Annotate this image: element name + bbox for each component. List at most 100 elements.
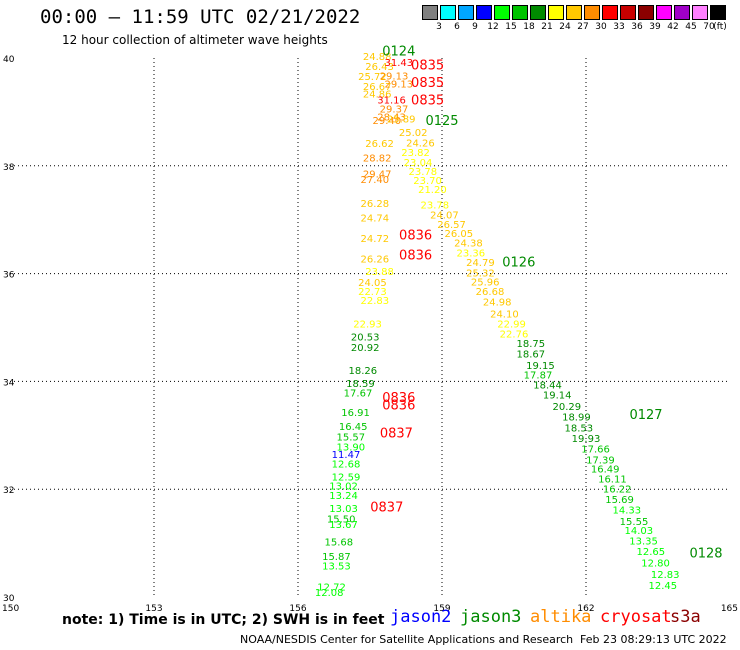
legend-swatch	[512, 5, 528, 20]
legend-label: 33	[613, 22, 625, 32]
legend-label: 36	[631, 22, 643, 32]
lat-tick-label: 40	[3, 55, 15, 65]
wave-height-label: 11.47	[332, 450, 361, 461]
legend-swatch	[494, 5, 510, 20]
time-marker: 0836	[382, 398, 415, 413]
legend-swatch	[602, 5, 618, 20]
wave-height-label: 26.62	[365, 139, 394, 150]
wave-height-label: 14.33	[612, 505, 641, 516]
wave-height-label: 25.96	[471, 277, 500, 288]
wave-height-label: 12.45	[648, 581, 677, 592]
wave-height-label: 22.76	[500, 330, 529, 341]
legend-swatch	[476, 5, 492, 20]
wave-height-label: 17.66	[581, 445, 610, 456]
wave-height-label: 24.10	[490, 309, 519, 320]
satellite-s3a: s3a	[670, 607, 701, 627]
wave-height-label: 12.72	[317, 583, 346, 594]
wave-height-label: 16.45	[339, 422, 368, 433]
time-marker: 0126	[502, 256, 535, 271]
wave-height-label: 23.04	[404, 158, 433, 169]
wave-height-label: 20.29	[552, 402, 581, 413]
wave-height-label: 29.13	[384, 80, 413, 91]
page-title: 00:00 – 11:59 UTC 02/21/2022	[40, 6, 361, 28]
legend-label: (ft)	[713, 22, 727, 32]
wave-height-label: 29.47	[363, 170, 392, 181]
wave-height-label: 22.73	[358, 287, 387, 298]
wave-height-label: 27.40	[360, 175, 389, 186]
legend-swatch	[566, 5, 582, 20]
legend-label: 21	[541, 22, 553, 32]
wave-height-label: 26.05	[444, 229, 473, 240]
legend-swatch	[710, 5, 726, 20]
wave-height-label: 18.67	[516, 350, 545, 361]
legend-label: 39	[649, 22, 661, 32]
legend-label: 42	[667, 22, 679, 32]
wave-height-label: 25.89	[387, 115, 416, 126]
wave-height-label: 20.92	[351, 343, 380, 354]
wave-height-label: 26.26	[360, 254, 389, 265]
wave-height-label: 13.67	[329, 520, 358, 531]
legend-swatch	[530, 5, 546, 20]
wave-height-label: 24.72	[360, 234, 389, 245]
satellite-jason2: jason2	[390, 607, 452, 627]
wave-height-label: 25.32	[466, 268, 495, 279]
legend-swatch	[656, 5, 672, 20]
wave-height-label: 15.69	[605, 495, 634, 506]
legend-label: 15	[505, 22, 517, 32]
wave-height-label: 15.68	[324, 537, 353, 548]
wave-height-label: 13.24	[329, 491, 358, 502]
wave-height-label: 22.93	[353, 320, 382, 331]
wave-height-label: 23.78	[420, 200, 449, 211]
wave-height-label: 29.37	[380, 104, 409, 115]
legend-swatch	[584, 5, 600, 20]
wave-height-label: 26.28	[360, 199, 389, 210]
wave-height-label: 23.82	[401, 148, 430, 159]
legend-label: 3	[436, 22, 442, 32]
wave-height-label: 26.68	[476, 287, 505, 298]
wave-height-label: 13.02	[329, 482, 358, 493]
wave-height-label: 17.67	[344, 388, 373, 399]
wave-height-label: 15.57	[336, 433, 365, 444]
legend-label: 30	[595, 22, 607, 32]
wave-height-label: 24.86	[363, 89, 392, 100]
wave-height-label: 24.74	[360, 213, 389, 224]
wave-height-label: 16.91	[341, 408, 370, 419]
wave-height-label: 28.43	[377, 113, 406, 124]
time-marker: 0837	[370, 500, 403, 515]
lat-tick-label: 32	[3, 486, 14, 496]
wave-height-label: 22.83	[360, 296, 389, 307]
credit-text: NOAA/NESDIS Center for Satellite Applica…	[240, 633, 574, 646]
wave-height-label: 28.82	[363, 153, 392, 164]
legend-swatch	[674, 5, 690, 20]
time-marker: 0835	[411, 76, 444, 91]
footer-note: note: 1) Time is in UTC; 2) SWH is in fe…	[62, 612, 385, 628]
legend-swatch	[638, 5, 654, 20]
time-marker: 0836	[399, 229, 432, 244]
legend-swatch	[548, 5, 564, 20]
wave-height-label: 19.93	[572, 434, 601, 445]
lon-tick-label: 153	[145, 604, 162, 614]
wave-height-label: 24.38	[454, 239, 483, 250]
wave-height-label: 12.83	[651, 570, 680, 581]
page-subtitle: 12 hour collection of altimeter wave hei…	[62, 33, 328, 47]
legend-label: 45	[685, 22, 697, 32]
wave-height-label: 12.65	[636, 547, 665, 558]
wave-height-label: 22.99	[497, 320, 526, 331]
lon-tick-label: 150	[2, 604, 19, 614]
wave-height-label: 26.57	[437, 220, 466, 231]
lon-tick-label: 159	[433, 604, 450, 614]
wave-height-label: 21.20	[418, 185, 447, 196]
legend-label: 70	[703, 22, 715, 32]
legend-swatch	[440, 5, 456, 20]
legend-label: 27	[577, 22, 589, 32]
wave-height-label: 24.88	[363, 52, 392, 63]
wave-height-label: 29.40	[372, 116, 401, 127]
wave-height-label: 31.16	[377, 95, 406, 106]
legend-swatch	[422, 5, 438, 20]
wave-height-label: 23.70	[413, 176, 442, 187]
timestamp: Feb 23 08:29:13 UTC 2022	[580, 633, 727, 646]
lon-tick-label: 165	[721, 604, 738, 614]
lat-tick-label: 38	[3, 163, 15, 173]
wave-height-label: 12.80	[641, 558, 670, 569]
wave-height-label: 14.03	[624, 526, 653, 537]
